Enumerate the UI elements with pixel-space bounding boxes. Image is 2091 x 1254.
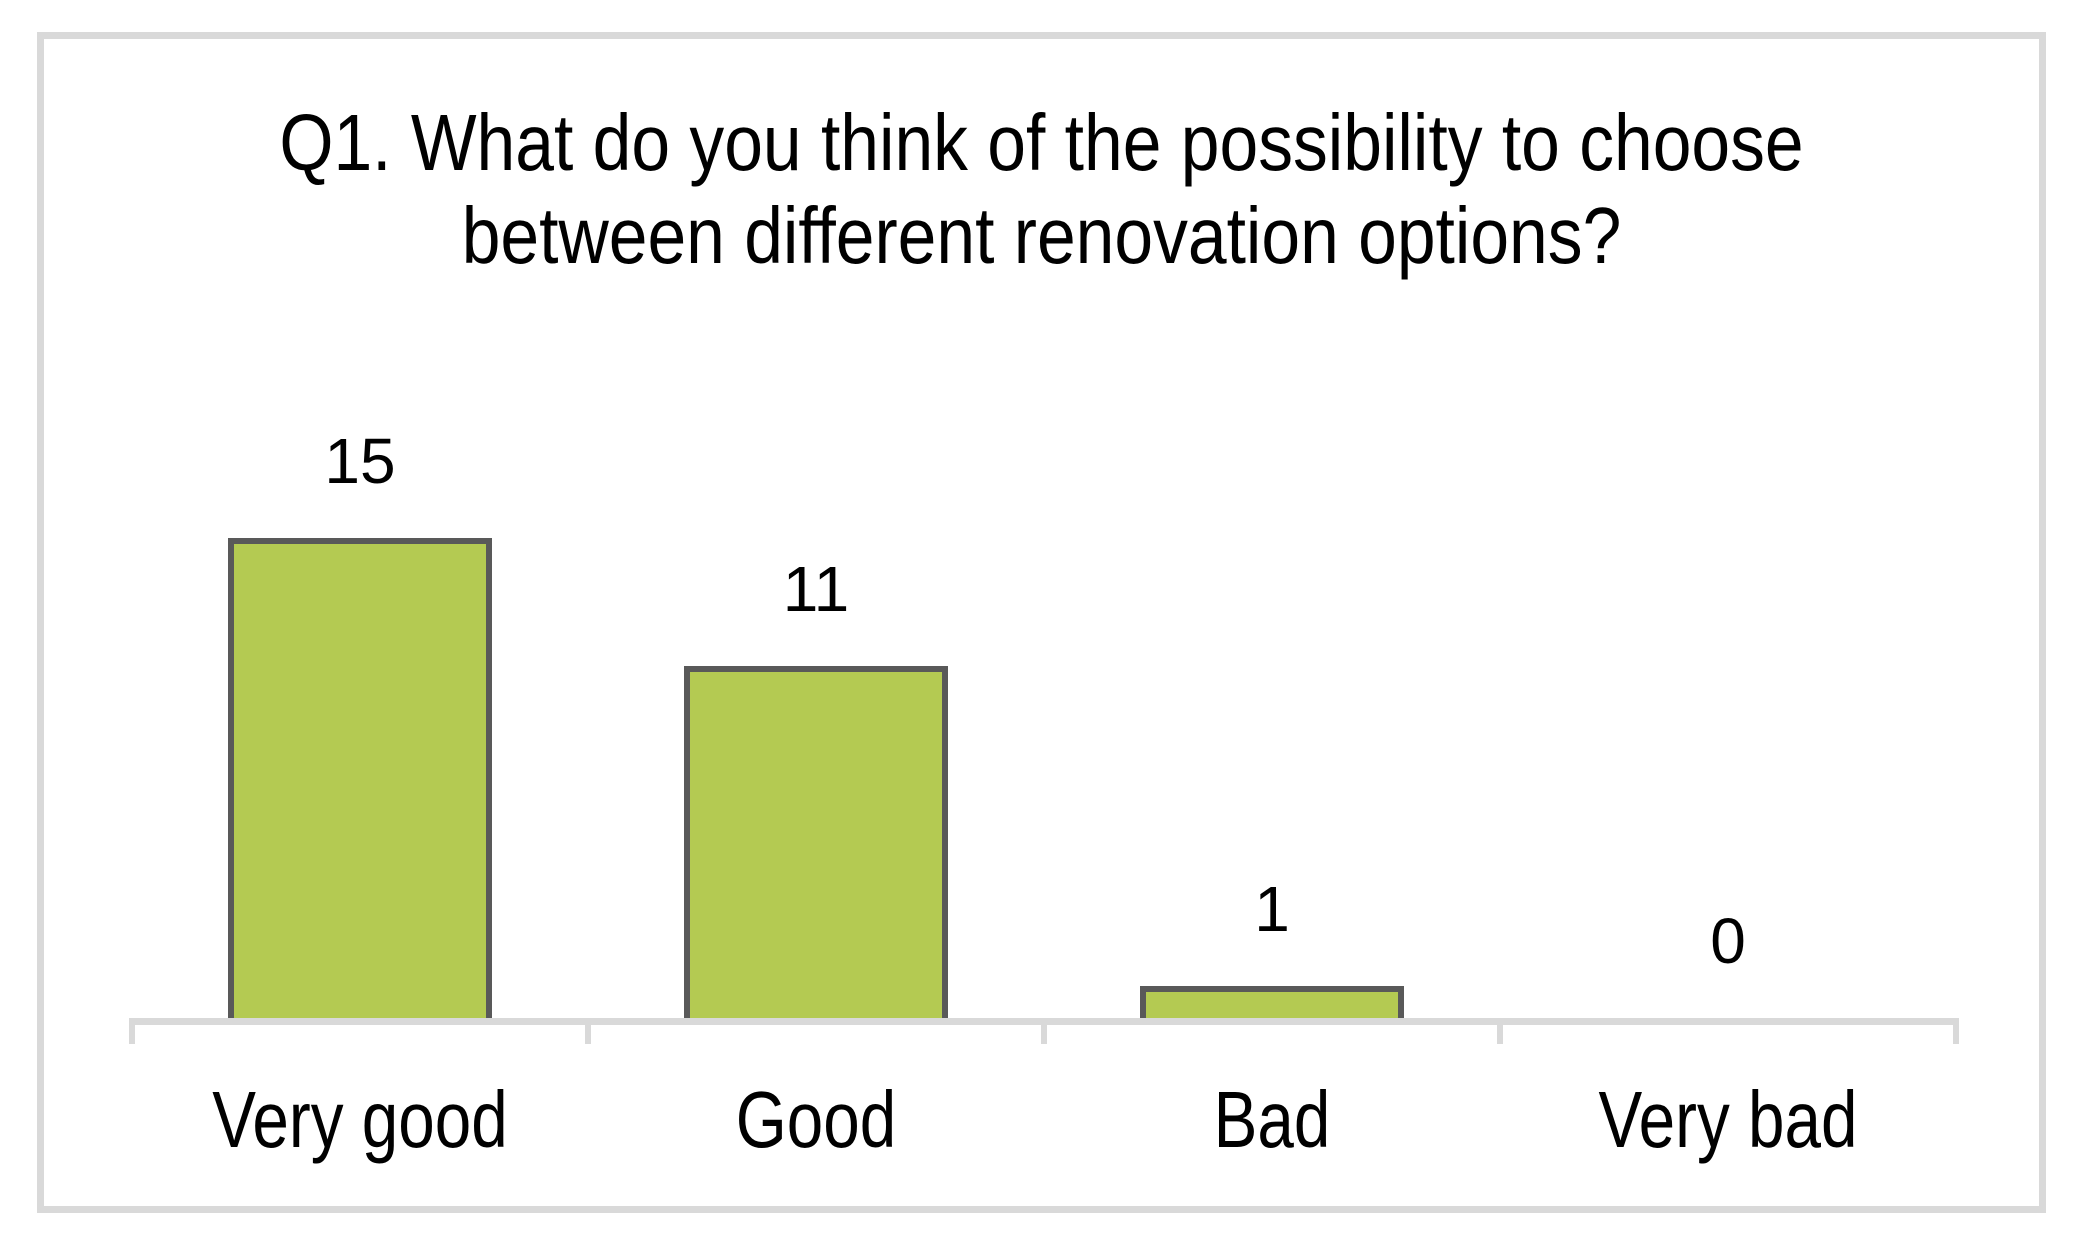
x-axis-tick — [585, 1018, 591, 1044]
x-axis-tick — [129, 1018, 135, 1044]
category-label-very-bad: Very bad — [1598, 1075, 1858, 1164]
chart-title-line-1: Q1. What do you think of the possibility… — [279, 98, 1804, 187]
category-label-good: Good — [735, 1075, 897, 1164]
bar-bad — [1140, 986, 1404, 1018]
category-label-bad: Bad — [1213, 1075, 1331, 1164]
value-label-very-bad: 0 — [1710, 905, 1746, 977]
value-label-bad: 1 — [1254, 873, 1290, 945]
x-axis-tick — [1041, 1018, 1047, 1044]
x-axis-tick — [1497, 1018, 1503, 1044]
bar-very-good — [228, 538, 492, 1018]
bar-good — [684, 666, 948, 1018]
x-axis-tick — [1953, 1018, 1959, 1044]
value-label-good: 11 — [782, 553, 850, 625]
chart-title-line-2: between different renovation options? — [461, 191, 1622, 280]
chart-title: Q1. What do you think of the possibility… — [168, 96, 1916, 282]
value-label-very-good: 15 — [324, 425, 396, 497]
category-label-very-good: Very good — [212, 1075, 508, 1164]
